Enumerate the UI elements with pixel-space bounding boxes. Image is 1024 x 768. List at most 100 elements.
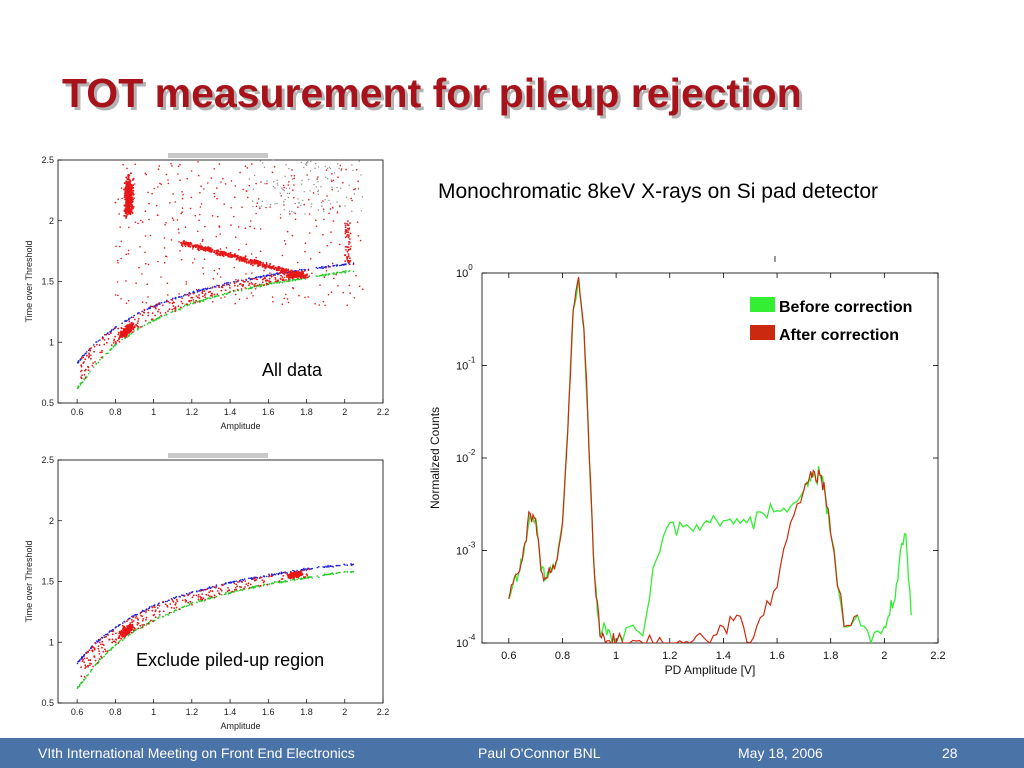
data-point: [210, 250, 213, 253]
data-point: [250, 282, 253, 284]
data-point: [191, 602, 193, 604]
data-point: [332, 179, 335, 182]
data-point: [343, 263, 346, 266]
data-point: [178, 296, 180, 298]
data-point: [131, 324, 134, 327]
data-point: [243, 587, 246, 590]
data-point: [125, 176, 128, 179]
data-point: [132, 193, 135, 196]
data-point: [341, 271, 344, 273]
data-point: [306, 576, 309, 578]
data-point: [120, 330, 122, 333]
data-point: [85, 677, 87, 679]
data-point: [329, 573, 332, 575]
data-point: [285, 293, 287, 296]
data-point: [265, 263, 268, 266]
data-point: [167, 614, 170, 616]
data-point: [127, 625, 129, 628]
data-point: [331, 262, 334, 265]
data-point: [303, 191, 305, 193]
data-point: [110, 332, 112, 335]
data-point: [309, 258, 312, 260]
data-point: [276, 573, 278, 575]
data-point: [128, 326, 131, 329]
data-point: [307, 296, 310, 298]
data-point: [270, 266, 273, 268]
data-point: [318, 576, 320, 578]
data-point: [196, 601, 198, 603]
data-point: [354, 188, 357, 190]
data-point: [123, 628, 126, 631]
data-point: [80, 365, 83, 368]
data-point: [117, 262, 119, 264]
data-point: [274, 276, 277, 279]
data-point: [305, 163, 307, 165]
data-point: [235, 278, 237, 281]
data-point: [125, 333, 128, 336]
data-point: [266, 575, 268, 578]
data-point: [247, 288, 250, 290]
data-point: [219, 593, 221, 596]
data-point: [166, 606, 169, 608]
data-point: [298, 268, 301, 271]
data-point: [110, 649, 113, 651]
data-point: [97, 645, 100, 647]
data-point: [261, 283, 263, 286]
data-point: [274, 187, 276, 189]
data-point: [105, 333, 107, 336]
y-axis-label: Time over Threshold: [24, 240, 34, 322]
data-point: [153, 605, 156, 608]
data-point: [257, 584, 260, 587]
data-point: [235, 583, 238, 586]
data-point: [93, 648, 96, 651]
data-point: [202, 295, 204, 298]
data-point: [347, 246, 350, 248]
data-point: [184, 226, 187, 228]
data-point: [83, 379, 86, 381]
data-point: [336, 211, 339, 214]
data-point: [240, 257, 243, 260]
data-point: [209, 587, 212, 589]
data-point: [232, 289, 235, 292]
data-point: [327, 265, 330, 267]
data-point: [218, 592, 220, 595]
data-point: [101, 337, 104, 340]
data-point: [182, 193, 184, 196]
data-point: [273, 581, 276, 584]
x-tick-label: 1.8: [823, 650, 838, 662]
data-point: [265, 279, 267, 282]
data-point: [244, 586, 246, 588]
data-point: [344, 228, 347, 231]
data-point: [323, 275, 325, 277]
data-point: [202, 288, 205, 290]
data-point: [172, 305, 175, 307]
data-point: [159, 182, 161, 185]
data-point: [171, 165, 173, 167]
data-point: [122, 163, 124, 166]
data-point: [226, 253, 229, 256]
data-point: [127, 618, 129, 621]
data-point: [273, 181, 275, 183]
data-point: [322, 267, 324, 269]
data-point: [294, 579, 296, 581]
data-point: [181, 207, 184, 209]
data-point: [184, 599, 187, 601]
data-point: [129, 190, 132, 193]
data-point: [171, 217, 174, 219]
data-point: [192, 292, 195, 295]
data-point: [236, 288, 239, 291]
data-point: [293, 177, 295, 180]
series-line-after: [508, 277, 858, 643]
data-point: [347, 261, 350, 264]
data-point: [121, 197, 123, 200]
data-point: [259, 207, 261, 210]
data-point: [345, 263, 347, 266]
data-point: [181, 302, 184, 305]
data-point: [103, 343, 106, 346]
data-point: [283, 279, 285, 282]
plot-title-fragment: [168, 453, 268, 458]
data-point: [88, 664, 91, 667]
data-point: [322, 233, 324, 236]
data-point: [235, 258, 238, 261]
data-point: [225, 591, 227, 594]
